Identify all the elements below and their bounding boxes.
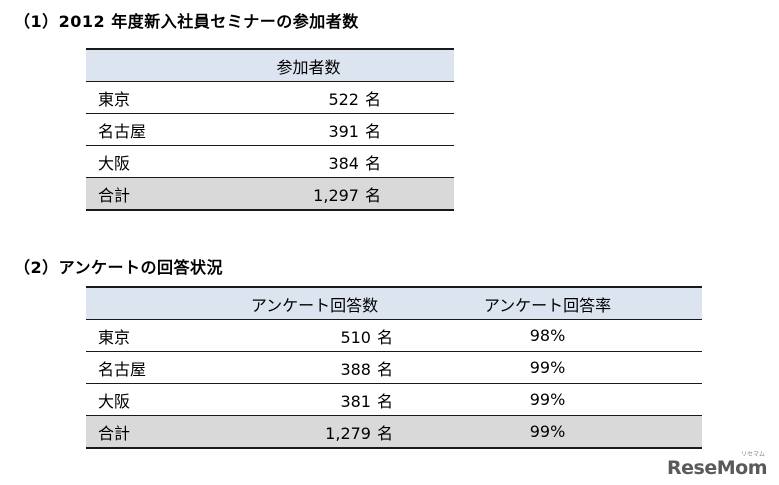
value-unit: 名 (376, 359, 393, 379)
value-number: 510 (340, 327, 371, 347)
section1-heading: （1）2012 年度新入社員セミナーの参加者数 (14, 12, 359, 31)
row-spacer (381, 81, 454, 114)
section2-heading: （2）アンケートの回答状況 (14, 258, 223, 277)
header-survey-rate: アンケート回答率 (393, 286, 702, 320)
value-number: 522 (328, 89, 359, 109)
row-rate: 99% (393, 383, 702, 416)
row-label: 合計 (86, 415, 236, 449)
table-row: 大阪 384 名 (86, 145, 454, 178)
row-value: 1,297 名 (236, 177, 381, 211)
header-spacer (381, 48, 454, 82)
row-value: 522 名 (236, 81, 381, 114)
table-row: 東京 522 名 (86, 81, 454, 114)
header-empty-cell (86, 286, 236, 320)
row-value: 384 名 (236, 145, 381, 178)
header-empty-cell (86, 48, 236, 82)
row-value: 1,279 名 (236, 415, 393, 449)
value-unit: 名 (364, 185, 381, 205)
survey-table: アンケート回答数 アンケート回答率 東京 510 名 98% 名古屋 388 名 9… (86, 286, 702, 449)
value-number: 388 (340, 359, 371, 379)
value-unit: 名 (364, 121, 381, 141)
row-spacer (381, 145, 454, 178)
row-value: 510 名 (236, 319, 393, 352)
value-unit: 名 (376, 327, 393, 347)
row-spacer (381, 113, 454, 146)
row-label: 大阪 (86, 383, 236, 416)
value-number: 381 (340, 391, 371, 411)
row-value: 388 名 (236, 351, 393, 384)
value-unit: 名 (364, 89, 381, 109)
value-number: 1,297 (313, 185, 359, 205)
row-value: 391 名 (236, 113, 381, 146)
table-row-total: 合計 1,297 名 (86, 177, 454, 211)
table-row: 大阪 381 名 99% (86, 383, 702, 416)
row-label: 大阪 (86, 145, 236, 178)
resemom-logo: リセマム ReseMom (667, 451, 767, 479)
row-label: 名古屋 (86, 113, 236, 146)
table-row: 名古屋 388 名 99% (86, 351, 702, 384)
row-rate: 98% (393, 319, 702, 352)
table-row: 東京 510 名 98% (86, 319, 702, 352)
row-rate: 99% (393, 415, 702, 449)
value-number: 1,279 (325, 423, 371, 443)
table-row-total: 合計 1,279 名 99% (86, 415, 702, 449)
value-number: 391 (328, 121, 359, 141)
table-header-row: 参加者数 (86, 48, 454, 82)
header-survey-count: アンケート回答数 (236, 286, 393, 320)
value-unit: 名 (376, 423, 393, 443)
row-label: 東京 (86, 319, 236, 352)
value-unit: 名 (364, 153, 381, 173)
row-label: 合計 (86, 177, 236, 211)
header-participants: 参加者数 (236, 48, 381, 82)
row-spacer (381, 177, 454, 211)
table-row: 名古屋 391 名 (86, 113, 454, 146)
row-label: 名古屋 (86, 351, 236, 384)
value-number: 384 (328, 153, 359, 173)
table-header-row: アンケート回答数 アンケート回答率 (86, 286, 702, 320)
row-value: 381 名 (236, 383, 393, 416)
logo-text: ReseMom (667, 457, 767, 479)
row-label: 東京 (86, 81, 236, 114)
value-unit: 名 (376, 391, 393, 411)
logo-subtext: リセマム (740, 451, 765, 458)
row-rate: 99% (393, 351, 702, 384)
participants-table: 参加者数 東京 522 名 名古屋 391 名 大阪 384 名 合計 1,297 名 (86, 48, 454, 211)
